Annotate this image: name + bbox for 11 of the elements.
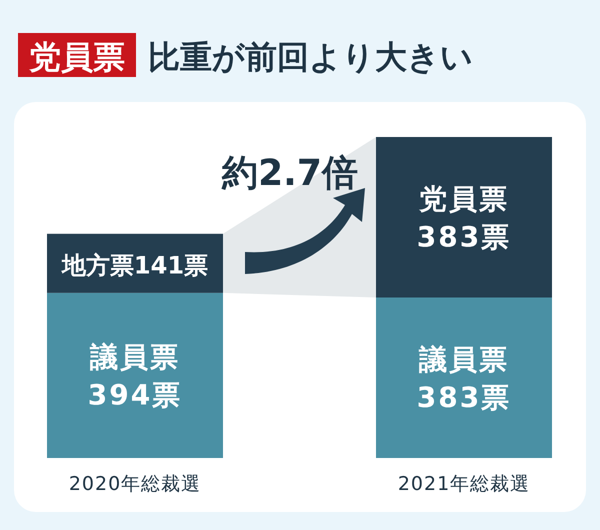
title: 党員票 比重が前回より大きい [18, 33, 473, 77]
bar [376, 298, 552, 458]
data-label: 議員票 383票 [416, 342, 512, 414]
x-tick-label: 2021年総裁選 [398, 473, 530, 495]
annotation: 約2.7倍 [221, 153, 358, 194]
data-label: 地方票141票 [60, 251, 208, 280]
x-tick-label: 2020年総裁選 [68, 473, 202, 495]
data-label: 党員票 383票 [416, 182, 512, 254]
bar [47, 292, 223, 458]
data-label: 議員票 394票 [88, 340, 182, 412]
chart-title: 党員票 比重が前回より大きい [28, 38, 473, 76]
